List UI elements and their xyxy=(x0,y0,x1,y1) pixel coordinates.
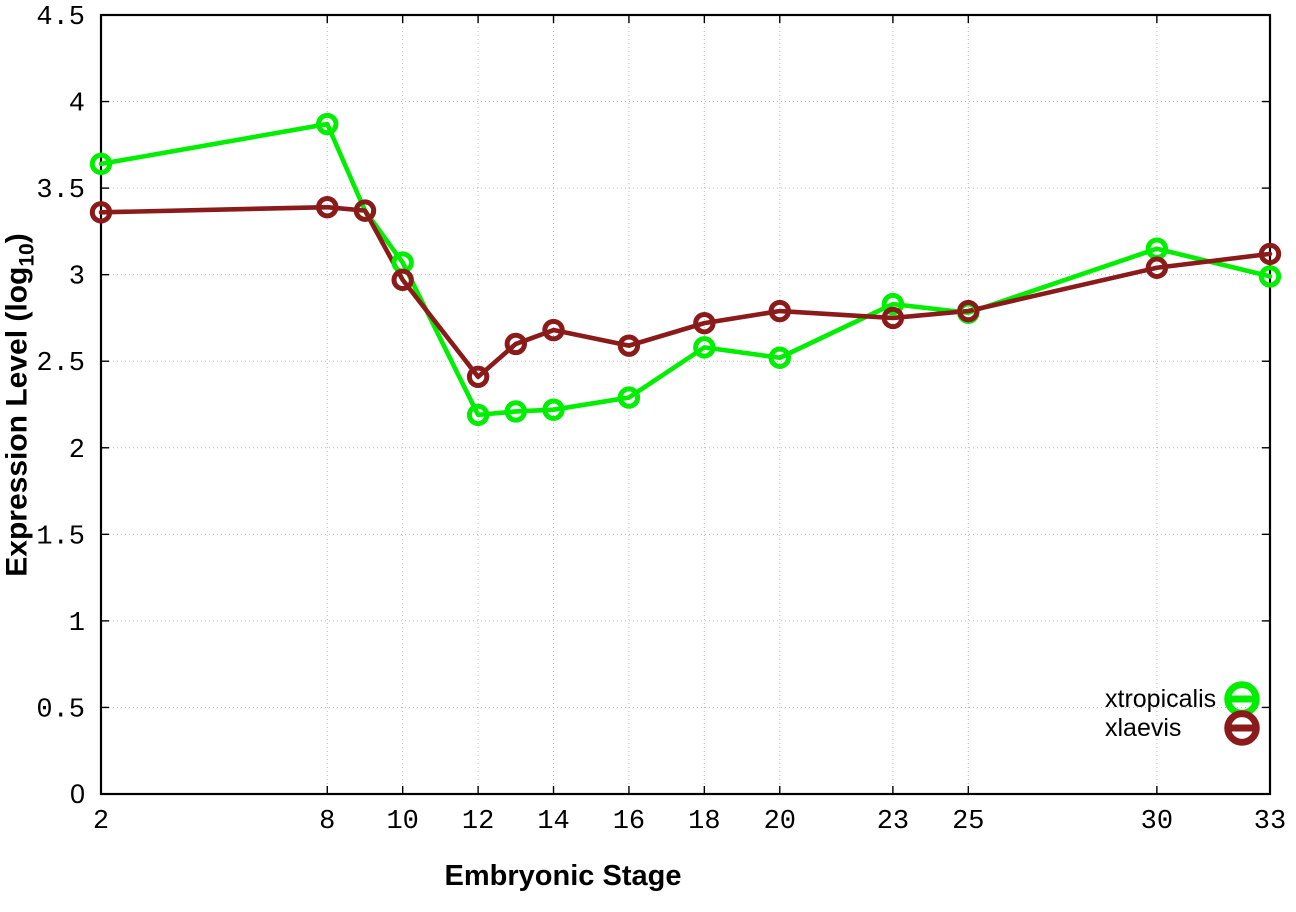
svg-text:2.5: 2.5 xyxy=(36,349,85,379)
svg-text:0.5: 0.5 xyxy=(36,695,85,725)
svg-text:1: 1 xyxy=(69,609,85,639)
svg-text:23: 23 xyxy=(877,807,909,837)
svg-text:8: 8 xyxy=(319,807,335,837)
svg-text:2: 2 xyxy=(69,436,85,466)
svg-text:Embryonic Stage: Embryonic Stage xyxy=(445,860,682,892)
svg-text:2: 2 xyxy=(93,807,109,837)
svg-text:18: 18 xyxy=(688,807,720,837)
svg-text:14: 14 xyxy=(537,807,569,837)
svg-text:0: 0 xyxy=(70,779,85,809)
svg-text:33: 33 xyxy=(1254,807,1286,837)
svg-text:3: 3 xyxy=(69,263,85,293)
svg-text:25: 25 xyxy=(952,807,984,837)
svg-text:3.5: 3.5 xyxy=(36,176,85,206)
svg-text:4.5: 4.5 xyxy=(36,3,85,33)
svg-text:10: 10 xyxy=(386,807,418,837)
svg-text:20: 20 xyxy=(764,807,796,837)
svg-text:30: 30 xyxy=(1141,807,1173,837)
svg-text:xlaevis: xlaevis xyxy=(1105,714,1181,742)
svg-text:12: 12 xyxy=(462,807,494,837)
svg-text:1.5: 1.5 xyxy=(36,522,85,552)
svg-text:xtropicalis: xtropicalis xyxy=(1105,685,1216,713)
svg-text:16: 16 xyxy=(613,807,645,837)
svg-text:4: 4 xyxy=(69,90,85,120)
